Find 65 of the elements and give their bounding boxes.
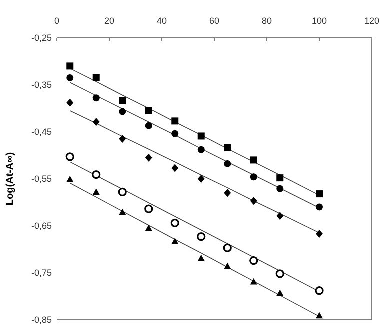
- point: [316, 204, 323, 211]
- point: [66, 152, 74, 162]
- y-tick-label: -0,25: [31, 33, 52, 43]
- point: [250, 256, 258, 266]
- x-tick-label: 60: [209, 16, 220, 26]
- point: [316, 312, 323, 319]
- x-tick-label: 80: [262, 16, 272, 26]
- point: [170, 218, 180, 228]
- point: [276, 290, 284, 296]
- point: [198, 132, 205, 140]
- point: [118, 188, 127, 196]
- x-tick-label: 100: [312, 16, 328, 26]
- point: [119, 208, 126, 216]
- point: [250, 197, 258, 206]
- point: [66, 74, 74, 82]
- point: [92, 188, 100, 195]
- point: [66, 98, 74, 107]
- point: [145, 154, 152, 162]
- point: [172, 238, 179, 244]
- point: [119, 97, 126, 104]
- point: [92, 170, 101, 180]
- point: [316, 230, 323, 238]
- point: [145, 224, 152, 232]
- y-axis-title: Log(At-A∞): [5, 152, 16, 206]
- point: [276, 174, 284, 182]
- point: [144, 204, 154, 214]
- point: [276, 185, 284, 192]
- point: [66, 62, 74, 70]
- point: [145, 122, 152, 130]
- x-tick-label: 0: [54, 16, 60, 26]
- y-tick-label: -0,45: [31, 127, 52, 137]
- point: [224, 262, 232, 270]
- point: [119, 135, 126, 144]
- x-tick-label: 20: [104, 16, 115, 26]
- point: [198, 175, 205, 183]
- point: [197, 232, 206, 242]
- point: [224, 160, 232, 168]
- point: [198, 146, 205, 154]
- y-tick-label: -0,55: [31, 174, 52, 184]
- point: [145, 107, 152, 114]
- point: [66, 176, 74, 182]
- point: [224, 189, 232, 198]
- point: [315, 286, 324, 296]
- y-tick-label: -0,75: [31, 268, 52, 278]
- point: [172, 118, 179, 125]
- point: [172, 130, 179, 138]
- point: [92, 94, 100, 102]
- point: [276, 212, 284, 220]
- point: [92, 118, 100, 126]
- point: [250, 156, 258, 164]
- point: [119, 108, 126, 116]
- point: [224, 144, 232, 152]
- y-tick-label: -0,35: [31, 80, 52, 90]
- point: [250, 174, 258, 181]
- x-tick-label: 120: [364, 16, 380, 26]
- point: [250, 278, 258, 285]
- point: [198, 254, 205, 262]
- y-tick-label: -0,85: [31, 315, 52, 325]
- x-tick-label: 40: [156, 16, 168, 26]
- point: [316, 190, 323, 198]
- y-tick-label: -0,65: [31, 221, 52, 231]
- point: [223, 244, 232, 252]
- point: [276, 270, 284, 278]
- point: [92, 74, 100, 82]
- point: [172, 164, 179, 172]
